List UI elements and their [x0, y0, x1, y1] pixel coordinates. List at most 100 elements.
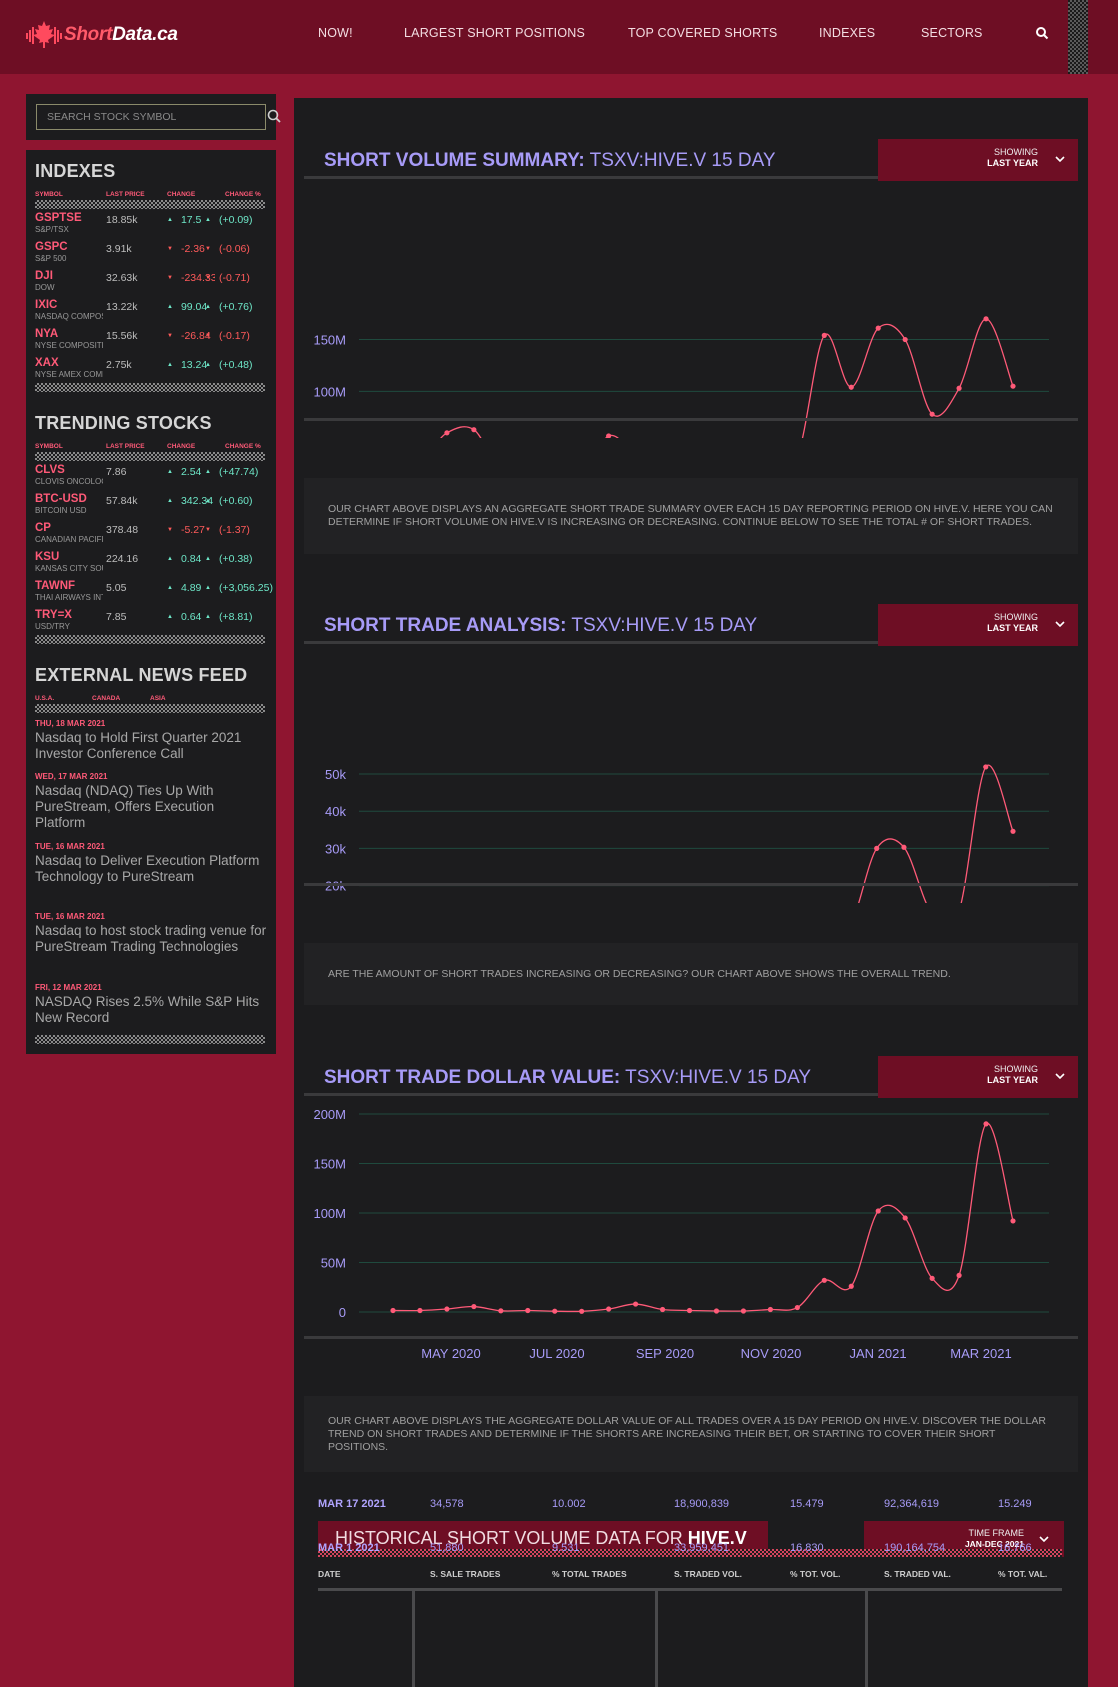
price: 57.84k: [106, 495, 138, 507]
news-headline-link[interactable]: NASDAQ Rises 2.5% While S&P Hits New Rec…: [35, 994, 260, 1025]
data-point: [875, 325, 881, 331]
data-point: [525, 1307, 531, 1314]
period-dropdown[interactable]: SHOWING LAST YEAR: [878, 1056, 1078, 1098]
change-pct: ▲ (+0.48): [205, 359, 253, 371]
dropdown-label: SHOWING: [994, 612, 1038, 622]
period-dropdown[interactable]: SHOWING LAST YEAR: [878, 604, 1078, 646]
y-tick-label: 50M: [321, 436, 346, 438]
col-symbol: SYMBOL: [35, 443, 63, 450]
symbol: CP: [35, 522, 51, 534]
index-row[interactable]: NYA NYSE COMPOSITE 15.56k ▼ -26.84 ▼ (-0.1…: [35, 328, 275, 356]
price: 7.86: [106, 466, 127, 478]
news-date: TUE, 16 MAR 2021: [35, 912, 105, 921]
nav-now[interactable]: NOW!: [318, 26, 353, 40]
series-line: [439, 318, 1014, 438]
series-line: [392, 1123, 1014, 1313]
trending-row[interactable]: CLVS CLOVIS ONCOLOGY 7.86 ▲2.54 ▲(+47.74…: [35, 464, 275, 492]
index-row[interactable]: DJI DOW 32.63k ▼ -234.33 ▼ (-0.71): [35, 270, 275, 298]
price: 15.56k: [106, 330, 138, 342]
change-pct: ▼ (-0.71): [205, 272, 250, 284]
data-point: [444, 1306, 450, 1312]
trending-row[interactable]: TAWNF THAI AIRWAYS INTL 5.05 ▲ 4.89 ▲ (+3,…: [35, 580, 275, 608]
name: S&P/TSX: [35, 225, 69, 234]
up-triangle-icon: ▲: [167, 556, 173, 562]
index-row[interactable]: GSPC S&P 500 3.91k ▼ -2.36 ▼ (-0.06): [35, 241, 275, 269]
site-logo[interactable]: ShortData.ca: [26, 18, 178, 52]
title-underline: [304, 1093, 884, 1096]
down-triangle-icon: ▼: [205, 527, 211, 533]
y-tick-label: 30k: [325, 841, 346, 856]
up-triangle-icon: ▲: [205, 585, 211, 591]
search-icon[interactable]: [266, 108, 282, 124]
news-headline-link[interactable]: Nasdaq to host stock trading venue for P…: [35, 923, 267, 954]
data-point: [983, 316, 989, 322]
nav-sectors[interactable]: SECTORS: [921, 26, 983, 40]
y-tick-label: 0: [339, 1305, 346, 1320]
down-triangle-icon: ▼: [205, 275, 211, 281]
dropdown-value: LAST YEAR: [987, 1075, 1038, 1085]
down-triangle-icon: ▼: [167, 333, 173, 339]
maple-leaf-logo-icon: [26, 21, 62, 48]
stock-search-input[interactable]: [36, 104, 266, 130]
news-date: TUE, 16 MAR 2021: [35, 842, 105, 851]
col-last-price: LAST PRICE: [106, 443, 145, 450]
nav-top-covered-shorts[interactable]: TOP COVERED SHORTS: [628, 26, 778, 40]
index-row[interactable]: XAX NYSE AMEX COMPOSITE 2.75k ▲13.24 ▲(+…: [35, 357, 275, 385]
y-tick-label: 150M: [313, 1157, 346, 1172]
data-point: [579, 1308, 585, 1314]
data-point: [848, 1283, 854, 1289]
sidebar: INDEXES SYMBOL LAST PRICE CHANGE CHANGE …: [26, 150, 276, 1054]
news-headline-link[interactable]: Nasdaq to Hold First Quarter 2021 Invest…: [35, 730, 242, 761]
chart-title-short-volume: SHORT VOLUME SUMMARY: TSXV:HIVE.V 15 DAY: [324, 150, 776, 171]
col-symbol: SYMBOL: [35, 191, 63, 198]
tab-canada[interactable]: CANADA: [92, 695, 121, 702]
y-tick-label: 50M: [321, 1256, 346, 1271]
period-dropdown[interactable]: SHOWING LAST YEAR: [878, 139, 1078, 181]
trending-row[interactable]: KSU KANSAS CITY SOUTHERN 224.16 ▲0.84 ▲(…: [35, 551, 275, 579]
x-tick-label: NOV 2020: [741, 1346, 802, 1360]
up-triangle-icon: ▲: [205, 556, 211, 562]
chart-title-short-trades: SHORT TRADE ANALYSIS: TSXV:HIVE.V 15 DAY: [324, 615, 758, 636]
nav-largest-short-positions[interactable]: LARGEST SHORT POSITIONS: [404, 26, 586, 40]
news-date: THU, 18 MAR 2021: [35, 719, 106, 728]
y-tick-label: 150M: [313, 333, 346, 348]
symbol: GSPTSE: [35, 212, 82, 224]
index-row[interactable]: IXIC NASDAQ COMPOSITE 13.22k ▲99.04 ▲(+0…: [35, 299, 275, 327]
change-pct: ▲ (+3,056.25): [205, 582, 273, 594]
data-point: [659, 1306, 666, 1313]
change-pct: ▼ (-0.17): [205, 330, 250, 342]
news-headline-link[interactable]: Nasdaq to Deliver Execution Platform Tec…: [35, 853, 260, 884]
symbol: GSPC: [35, 241, 68, 253]
tab-usa[interactable]: U.S.A.: [35, 695, 55, 702]
down-triangle-icon: ▼: [167, 246, 173, 252]
data-point: [686, 1307, 693, 1314]
change: ▲ 2.54: [167, 466, 202, 478]
index-row[interactable]: GSPTSE S&P/TSX 18.85k ▲ 17.5 ▲ (+0.09): [35, 212, 275, 240]
symbol: TRY=X: [35, 609, 72, 621]
news-headline-link[interactable]: Nasdaq (NDAQ) Ties Up With PureStream, O…: [35, 783, 215, 830]
news-heading: EXTERNAL NEWS FEED: [35, 665, 248, 685]
chevron-down-icon: [1055, 156, 1065, 163]
data-point: [713, 1308, 720, 1314]
trending-row[interactable]: TRY=X USD/TRY 7.85 ▲ 0.64 ▲ (+8.81): [35, 609, 275, 637]
search-icon[interactable]: [1035, 26, 1049, 40]
up-triangle-icon: ▲: [205, 217, 211, 223]
change: ▲ 0.84: [167, 553, 202, 565]
timeframe-dropdown[interactable]: TIME FRAME JAN-DEC 2021: [864, 1521, 1064, 1557]
change-pct: ▲ (+47.74): [205, 466, 259, 478]
col-last-price: LAST PRICE: [106, 191, 145, 198]
nav-indexes[interactable]: INDEXES: [819, 26, 876, 40]
data-point: [471, 427, 477, 433]
data-point: [821, 1277, 827, 1283]
change: ▼ -5.27: [167, 524, 205, 536]
stock-search-panel: [26, 94, 281, 140]
col-change: CHANGE: [167, 443, 196, 450]
news-date: WED, 17 MAR 2021: [35, 772, 108, 781]
trending-row[interactable]: BTC-USD BITCOIN USD 57.84k ▲ 342.34 ▲ (+0.…: [35, 493, 275, 521]
data-point: [821, 332, 827, 338]
change: ▼ -2.36: [167, 243, 205, 255]
tab-asia[interactable]: ASIA: [150, 695, 166, 702]
data-point: [1010, 828, 1016, 834]
trending-row[interactable]: CP CANADIAN PACIFIC 378.48 ▼ -5.27 ▼ (-1.3…: [35, 522, 275, 550]
